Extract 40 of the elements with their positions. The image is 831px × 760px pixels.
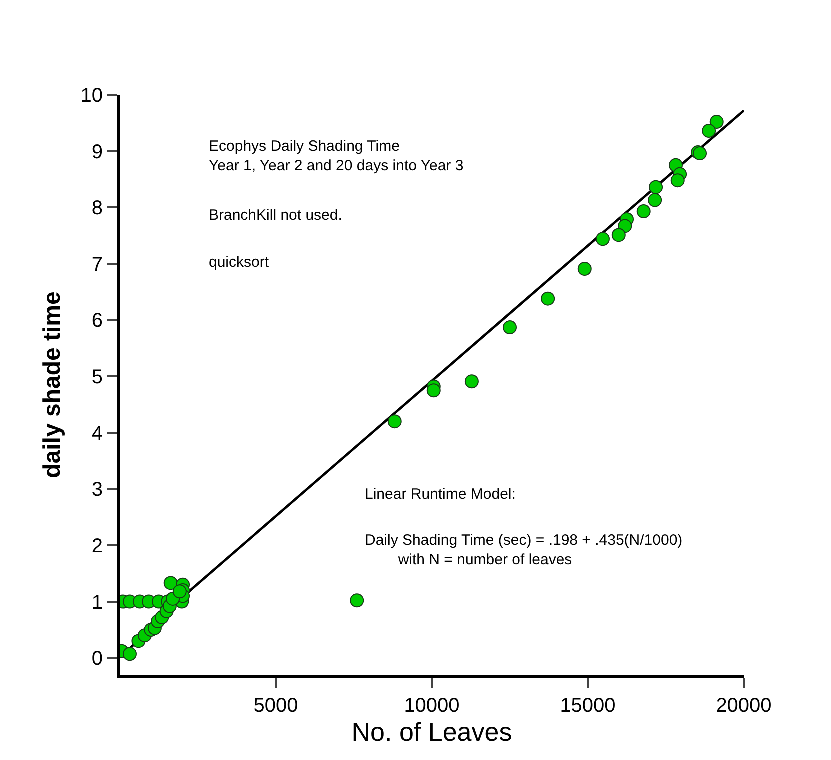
y-tick-label: 1 [92,592,103,614]
y-axis-title: daily shade time [38,292,66,478]
point [612,228,626,242]
point [541,292,556,306]
x-tick-label: 20000 [716,695,772,717]
point [636,204,651,219]
point [649,180,664,194]
point [710,115,724,130]
y-tick-label: 7 [92,254,103,276]
y-tick-label: 2 [92,535,103,558]
y-tick-label: 10 [80,85,103,107]
annotation: Daily Shading Time (sec) = .198 + .435(N/1000) with N = number of leaves [365,532,683,568]
annotation: Linear Runtime Model: [365,486,516,503]
annotation: Ecophys Daily Shading Time Year 1, Year 2 and 20 days into Year 3 [209,138,464,174]
point [164,576,178,590]
point [426,384,441,398]
point [670,174,685,188]
point [122,647,137,662]
point [388,414,402,429]
y-tick-label: 8 [92,198,103,220]
y-tick-label: 4 [92,422,103,445]
point [464,374,479,389]
x-tick-label: 10000 [404,695,460,717]
x-axis-title: No. of Leaves [352,717,512,747]
point [350,594,364,608]
annotation: BranchKill not used. [209,207,342,224]
y-tick-label: 6 [92,310,103,332]
y-tick-label: 3 [92,479,103,502]
y-tick-label: 0 [92,648,103,670]
point [578,262,592,276]
point [702,124,716,138]
point [503,320,517,335]
point [596,232,610,246]
y-tick-label: 9 [92,141,103,164]
y-tick-label: 5 [92,366,103,389]
point [172,584,187,599]
annotation: quicksort [209,254,270,271]
x-tick-label: 15000 [560,695,616,717]
point [648,193,662,208]
x-tick-label: 5000 [254,695,298,717]
